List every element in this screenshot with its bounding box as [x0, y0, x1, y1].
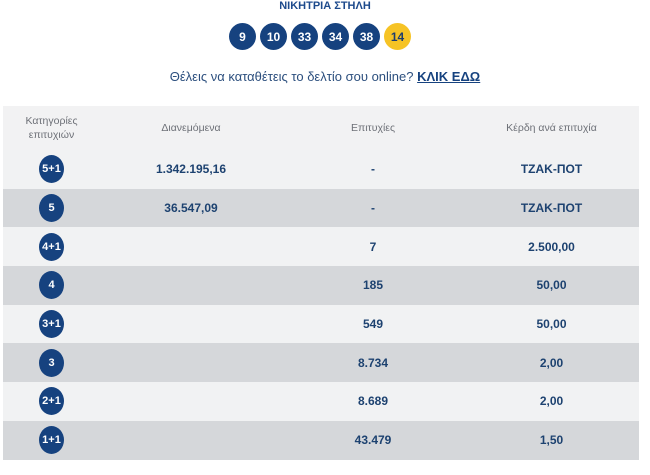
category-cell: 5+1: [3, 150, 100, 189]
category-badge: 5: [39, 194, 64, 223]
online-promo: Θέλεις να καταθέτεις το δελτίο σου onlin…: [0, 69, 650, 84]
header-categories-line1: Κατηγορίες: [25, 115, 78, 127]
prize-table: Κατηγορίες επιτυχιών Διανεμόμενα Επιτυχίε…: [3, 106, 639, 460]
distributed-cell: [100, 266, 282, 305]
prize-cell: 50,00: [464, 266, 639, 305]
prize-cell: 2,00: [464, 382, 639, 421]
prize-cell: 50,00: [464, 304, 639, 344]
distributed-cell: 36.547,09: [100, 188, 282, 228]
click-here-link[interactable]: ΚΛΙΚ ΕΔΩ: [417, 69, 481, 84]
category-cell: 5: [3, 188, 100, 228]
prize-cell: ΤΖΑΚ-ΠΟΤ: [464, 188, 639, 228]
wins-cell: 185: [282, 266, 464, 305]
wins-cell: 8.734: [282, 343, 464, 383]
distributed-cell: [100, 343, 282, 383]
header-distributed: Διανεμόμενα: [100, 106, 282, 150]
number-ball: 10: [260, 23, 287, 50]
prize-cell: ΤΖΑΚ-ΠΟΤ: [464, 150, 639, 189]
prize-cell: 1,50: [464, 420, 639, 460]
promo-text: Θέλεις να καταθέτεις το δελτίο σου onlin…: [169, 69, 414, 84]
distributed-cell: [100, 382, 282, 421]
header-prize: Κέρδη ανά επιτυχία: [464, 106, 639, 150]
prize-cell: 2.500,00: [464, 227, 639, 267]
category-cell: 3: [3, 343, 100, 383]
wins-cell: -: [282, 150, 464, 189]
number-ball: 38: [353, 23, 380, 50]
winning-numbers: 9 10 33 34 38 14: [229, 23, 411, 50]
table-row: 4+1 7 2.500,00: [3, 227, 639, 267]
category-cell: 3+1: [3, 304, 100, 344]
distributed-cell: [100, 304, 282, 344]
bonus-ball: 14: [384, 23, 411, 50]
distributed-cell: [100, 227, 282, 267]
winning-column-title: ΝΙΚΗΤΡΙΑ ΣΤΗΛΗ: [279, 0, 371, 12]
table-row: 3 8.734 2,00: [3, 343, 639, 383]
category-cell: 4: [3, 266, 100, 305]
category-cell: 4+1: [3, 227, 100, 267]
wins-cell: 549: [282, 304, 464, 344]
category-badge: 5+1: [39, 155, 64, 184]
number-ball: 33: [291, 23, 318, 50]
prize-cell: 2,00: [464, 343, 639, 383]
wins-cell: 43.479: [282, 420, 464, 460]
table-row: 4 185 50,00: [3, 266, 639, 305]
table-row: 1+1 43.479 1,50: [3, 420, 639, 460]
category-badge: 2+1: [39, 387, 64, 416]
category-badge: 4: [39, 271, 64, 300]
table-row: 5 36.547,09 - ΤΖΑΚ-ΠΟΤ: [3, 188, 639, 228]
wins-cell: 8.689: [282, 382, 464, 421]
distributed-cell: 1.342.195,16: [100, 150, 282, 189]
number-ball: 9: [229, 23, 256, 50]
table-row: 3+1 549 50,00: [3, 304, 639, 344]
category-badge: 3+1: [39, 310, 64, 339]
table-row: 5+1 1.342.195,16 - ΤΖΑΚ-ΠΟΤ: [3, 150, 639, 189]
category-cell: 1+1: [3, 420, 100, 460]
number-ball: 34: [322, 23, 349, 50]
header-wins: Επιτυχίες: [282, 106, 464, 150]
header-categories: Κατηγορίες επιτυχιών: [3, 106, 100, 150]
category-cell: 2+1: [3, 382, 100, 421]
category-badge: 1+1: [39, 426, 64, 455]
wins-cell: -: [282, 188, 464, 228]
distributed-cell: [100, 420, 282, 460]
category-badge: 3: [39, 348, 64, 377]
wins-cell: 7: [282, 227, 464, 267]
header-categories-line2: επιτυχιών: [28, 129, 75, 141]
table-row: 2+1 8.689 2,00: [3, 382, 639, 421]
category-badge: 4+1: [39, 232, 64, 261]
